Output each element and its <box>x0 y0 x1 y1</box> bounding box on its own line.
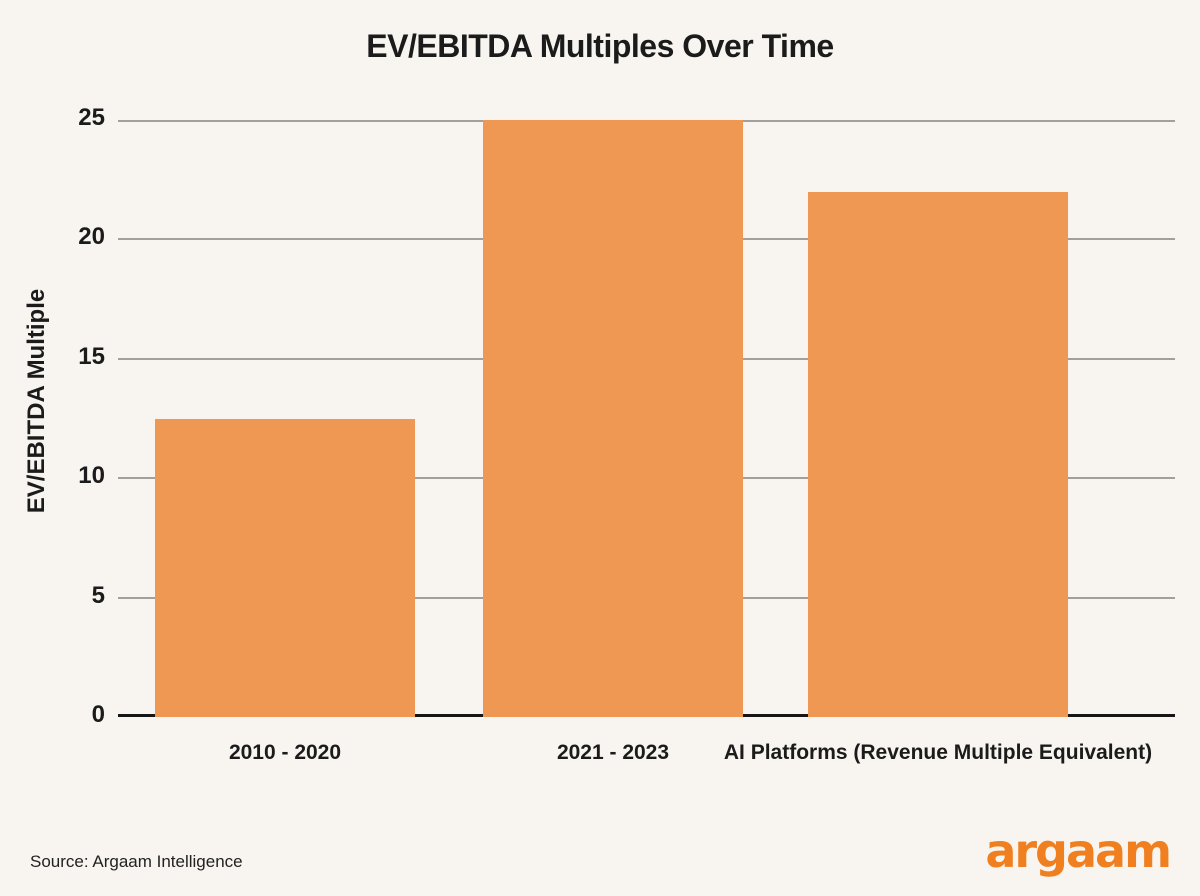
y-tick-label-0: 0 <box>91 701 105 728</box>
y-tick-label-20: 20 <box>78 223 105 251</box>
y-tick-label-15: 15 <box>78 342 105 370</box>
source-note: Source: Argaam Intelligence <box>30 852 243 871</box>
x-category-label-3: AI Platforms (Revenue Multiple Equivalen… <box>723 741 1153 764</box>
chart-title: EV/EBITDA Multiples Over Time <box>366 28 834 64</box>
argaam-logo: argaam <box>985 824 1172 878</box>
plot-area <box>118 120 1175 717</box>
y-tick-label-5: 5 <box>91 581 105 609</box>
x-category-label-1: 2010 - 2020 <box>228 741 342 764</box>
bar-1 <box>155 418 415 717</box>
y-tick-label-25: 25 <box>78 104 105 131</box>
x-category-label-2: 2021 - 2023 <box>556 741 670 764</box>
y-tick-label-10: 10 <box>78 462 105 490</box>
bar-2 <box>483 120 743 717</box>
bar-3 <box>808 191 1068 717</box>
